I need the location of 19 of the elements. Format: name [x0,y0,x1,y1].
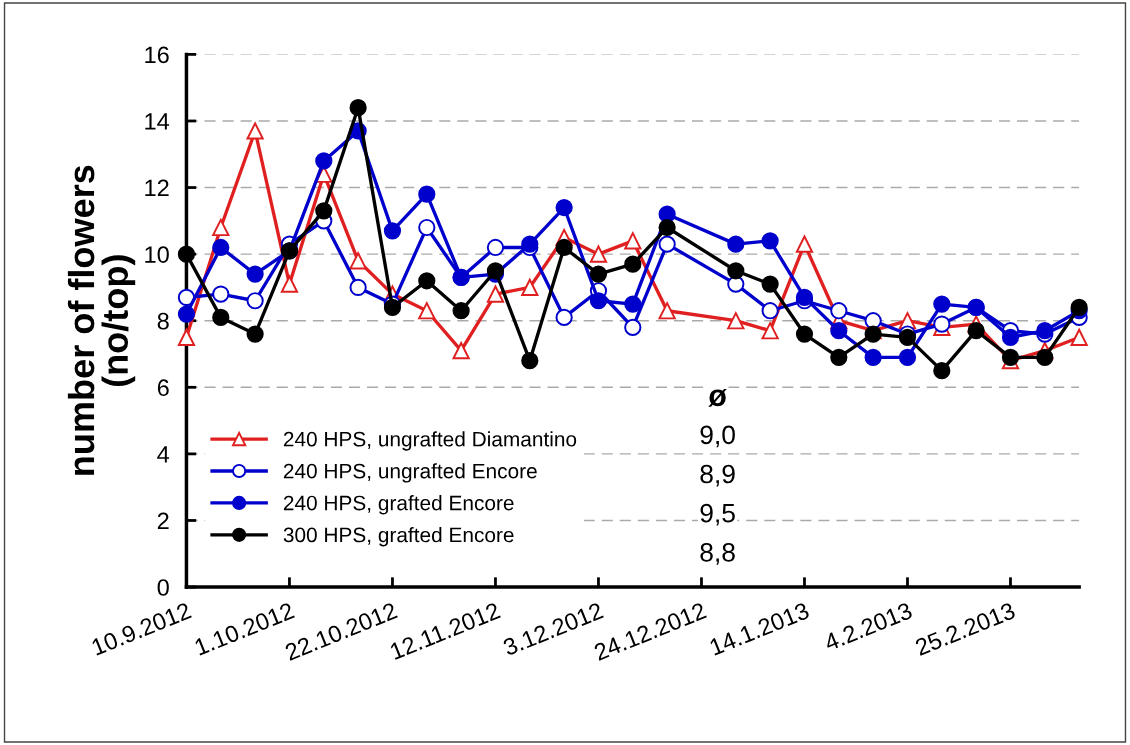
y-tick-label: 14 [145,113,170,130]
y-tick-label: 8 [157,312,169,330]
y-tick-label: 2 [157,512,169,530]
y-tick-label: 6 [157,379,169,397]
y-axis-title: number of flowers (no/top) [67,165,136,475]
legend-label: 300 HPS, grafted Encore [283,527,514,547]
annotation: 8,9 [700,464,735,487]
annotation: 9,0 [700,425,735,448]
annotation: 9,5 [700,503,735,526]
legend-label: 240 HPS, grafted Encore [283,495,514,515]
y-tick-label: 0 [157,579,169,596]
legend-label: 240 HPS, ungrafted Diamantino [283,431,577,451]
y-tick-label: 10 [145,246,169,263]
annotation: ø [708,388,727,407]
y-tick-label: 16 [145,46,169,64]
y-tick-label: 4 [157,446,170,463]
y-tick-label: 12 [145,179,169,197]
annotation: 8,8 [700,542,735,565]
legend-label: 240 HPS, ungrafted Encore [283,463,537,483]
